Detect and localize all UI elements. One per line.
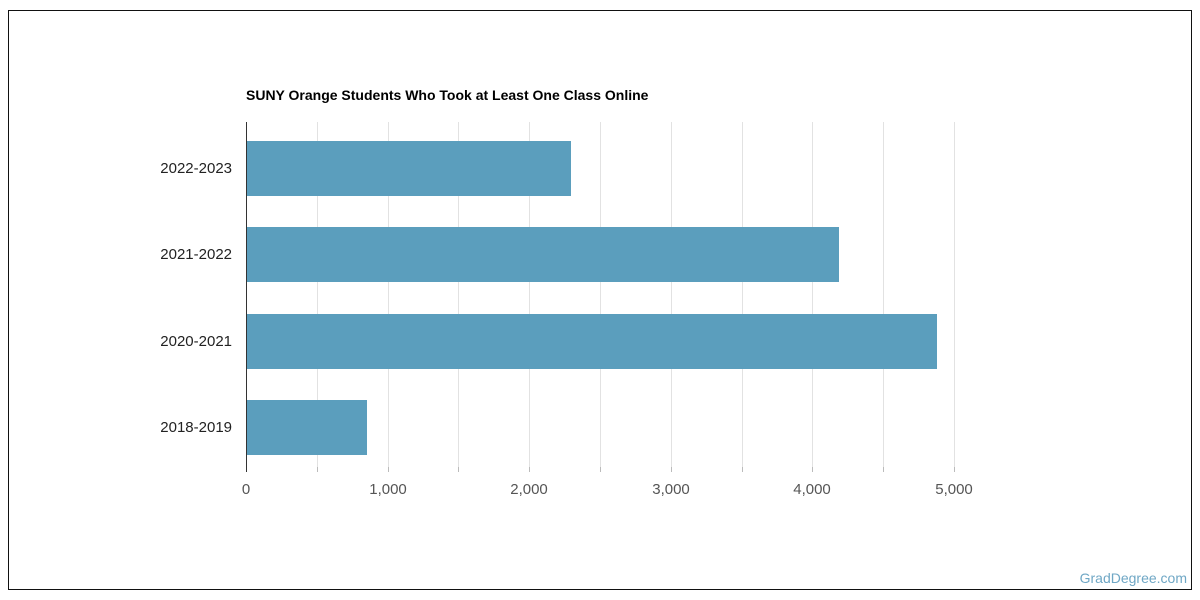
x-axis-label: 4,000 — [793, 481, 831, 498]
axis-tick — [600, 467, 601, 472]
bar — [247, 400, 367, 455]
axis-tick — [529, 467, 530, 472]
x-axis-label: 5,000 — [935, 481, 973, 498]
gridline — [600, 122, 601, 467]
x-axis-labels: 0 1,000 2,000 3,000 4,000 5,000 — [242, 481, 973, 501]
axis-tick — [317, 467, 318, 472]
gridline — [317, 122, 318, 467]
y-axis-label: 2021-2022 — [160, 245, 232, 263]
bar — [247, 141, 571, 196]
axis-tick — [954, 467, 955, 472]
axis-tick — [812, 467, 813, 472]
plot-area — [246, 122, 955, 472]
axis-tick — [388, 467, 389, 472]
gridline — [671, 122, 672, 467]
bar — [247, 314, 937, 369]
gridline — [388, 122, 389, 467]
y-axis-label: 2022-2023 — [160, 159, 232, 177]
axis-tick — [246, 467, 247, 472]
x-axis-label: 2,000 — [510, 481, 548, 498]
axis-tick — [742, 467, 743, 472]
y-axis-label: 2020-2021 — [160, 332, 232, 350]
y-axis-labels: 2022-2023 2021-2022 2020-2021 2018-2019 — [9, 122, 232, 467]
gridline — [529, 122, 530, 467]
gridline — [742, 122, 743, 467]
gridline — [458, 122, 459, 467]
x-axis-label: 1,000 — [369, 481, 407, 498]
watermark-link[interactable]: GradDegree.com — [1079, 570, 1187, 586]
axis-tick — [458, 467, 459, 472]
bar — [247, 227, 839, 282]
x-axis-label: 0 — [241, 481, 251, 498]
axis-tick — [883, 467, 884, 472]
chart-title: SUNY Orange Students Who Took at Least O… — [246, 87, 649, 103]
gridline — [812, 122, 813, 467]
y-axis-label: 2018-2019 — [160, 418, 232, 436]
gridline — [954, 122, 955, 467]
gridline — [883, 122, 884, 467]
chart-frame: SUNY Orange Students Who Took at Least O… — [8, 10, 1192, 590]
x-axis-label: 3,000 — [652, 481, 690, 498]
axis-tick — [671, 467, 672, 472]
